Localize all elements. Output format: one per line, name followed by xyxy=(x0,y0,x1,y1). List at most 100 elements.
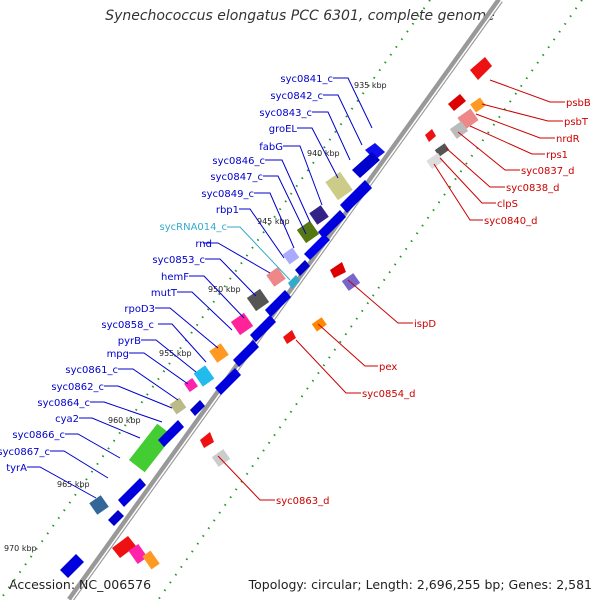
topology-text: Topology: circular; Length: 2,696,255 bp… xyxy=(248,577,592,592)
label-rbp1: rbp1 xyxy=(216,205,239,216)
gene-arrow-red xyxy=(425,129,436,142)
tick-935: 935 kbp xyxy=(354,81,387,90)
gene-arrow xyxy=(250,315,276,342)
label-syc0837_d: syc0837_d xyxy=(521,166,574,177)
label-psbT: psbT xyxy=(564,117,589,128)
gene-arrow xyxy=(118,478,146,507)
label-syc0864_c: syc0864_c xyxy=(37,398,90,409)
tick-955: 955 kbp xyxy=(159,349,192,358)
leader-lines-forward xyxy=(27,77,373,499)
label-syc0853_c: syc0853_c xyxy=(152,255,205,266)
gene-box-rbp1 xyxy=(282,247,300,265)
gene-box-groEL xyxy=(325,171,353,201)
gene-arrow-red xyxy=(283,330,296,344)
label-syc0866_c: syc0866_c xyxy=(12,430,65,441)
gene-arrow xyxy=(340,180,372,213)
label-fabG: fabG xyxy=(259,142,283,153)
gene-arrow xyxy=(60,554,84,578)
gene-arrow xyxy=(108,510,124,526)
gene-box-syc0846 xyxy=(296,220,320,244)
label-groEL: groEL xyxy=(269,124,298,135)
gene-arrow xyxy=(215,368,241,395)
gene-arrow xyxy=(365,143,385,160)
label-syc0862_c: syc0862_c xyxy=(51,382,104,393)
label-rps1: rps1 xyxy=(546,150,568,161)
gene-box-pyrB xyxy=(209,343,229,363)
label-psbB: psbB xyxy=(566,98,591,109)
label-syc0861_c: syc0861_c xyxy=(65,365,118,376)
label-syc0843_c: syc0843_c xyxy=(259,108,312,119)
gene-box-cya2 xyxy=(128,423,174,473)
label-ispD: ispD xyxy=(414,319,436,330)
gene-box-psbT xyxy=(470,97,486,113)
gene-box-clpS xyxy=(426,152,444,170)
gene-arrow-rna xyxy=(288,275,300,289)
tick-labels: 935 kbp 940 kbp 945 kbp 950 kbp 955 kbp … xyxy=(4,81,387,553)
gene-box-syc0861 xyxy=(184,378,198,392)
tick-950: 950 kbp xyxy=(208,285,241,294)
gene-arrow-red xyxy=(112,536,136,558)
leader-line-rna xyxy=(227,226,291,281)
label-rnd: rnd xyxy=(195,239,212,250)
label-tyrA: tyrA xyxy=(6,463,27,474)
gene-arrow-red xyxy=(470,57,492,80)
tick-945: 945 kbp xyxy=(257,217,290,226)
dotted-ring-inner xyxy=(0,0,431,600)
gene-arrow xyxy=(265,290,291,317)
label-syc0841_c: syc0841_c xyxy=(280,74,333,85)
label-syc0867_c: syc0867_c xyxy=(0,447,50,458)
label-clpS: clpS xyxy=(497,199,518,210)
label-mutT: mutT xyxy=(151,288,178,299)
label-hemF: hemF xyxy=(161,272,189,283)
forward-gene-features[interactable] xyxy=(60,143,385,578)
gene-box-orange-bottom xyxy=(142,550,160,570)
reverse-gene-features[interactable] xyxy=(112,57,492,570)
label-mpg: mpg xyxy=(107,349,129,360)
gene-box-pex xyxy=(311,317,327,332)
gene-arrow xyxy=(233,340,259,367)
gene-arrow-red xyxy=(200,432,214,448)
label-syc0858_c: syc0858_c xyxy=(101,320,154,331)
gene-box-red-bottom xyxy=(128,544,148,564)
gene-arrow xyxy=(158,420,184,447)
gene-arrow xyxy=(352,152,380,178)
tick-960: 960 kbp xyxy=(108,416,141,425)
gene-arrow-red xyxy=(448,94,466,111)
gene-arrow xyxy=(190,400,205,416)
accession-text: Accession: NC_006576 xyxy=(9,577,152,592)
label-nrdR: nrdR xyxy=(556,134,580,145)
label-syc0847_c: syc0847_c xyxy=(210,172,263,183)
gene-box-rpoD3 xyxy=(230,312,254,336)
gene-box-tyrA xyxy=(89,495,109,515)
gene-box-syc0864 xyxy=(169,397,187,415)
tick-970: 970 kbp xyxy=(4,544,37,553)
map-title: Synechococcus elongatus PCC 6301, comple… xyxy=(105,8,495,24)
label-cya2: cya2 xyxy=(55,414,79,425)
gene-box-hemF xyxy=(246,288,270,312)
label-syc0846_c: syc0846_c xyxy=(212,156,265,167)
reverse-gene-labels: psbB psbT nrdR rps1 syc0837_d syc0838_d … xyxy=(276,98,591,507)
label-syc0854_d: syc0854_d xyxy=(362,389,415,400)
label-sycRNA014_c: sycRNA014_c xyxy=(160,222,227,233)
label-syc0849_c: syc0849_c xyxy=(201,189,254,200)
gene-arrow xyxy=(318,210,346,239)
label-rpoD3: rpoD3 xyxy=(124,304,155,315)
leader-lines-reverse xyxy=(217,79,565,501)
label-syc0840_d: syc0840_d xyxy=(484,216,537,227)
tick-940: 940 kbp xyxy=(307,149,340,158)
gene-arrow-red xyxy=(330,262,346,278)
label-syc0842_c: syc0842_c xyxy=(270,91,323,102)
label-pex: pex xyxy=(379,362,397,373)
label-pyrB: pyrB xyxy=(118,336,141,347)
gene-box-rnd xyxy=(266,267,286,287)
gene-box-syc0838 xyxy=(434,143,450,157)
gene-arrow xyxy=(304,234,330,260)
forward-gene-labels: syc0841_c syc0842_c syc0843_c groEL fabG… xyxy=(0,74,333,474)
gene-box-rps1 xyxy=(449,121,469,139)
tick-965: 965 kbp xyxy=(57,480,90,489)
label-syc0863_d: syc0863_d xyxy=(276,496,329,507)
label-syc0838_d: syc0838_d xyxy=(506,183,559,194)
gene-box-mpg xyxy=(193,365,215,387)
gene-box-syc0863 xyxy=(211,449,231,467)
